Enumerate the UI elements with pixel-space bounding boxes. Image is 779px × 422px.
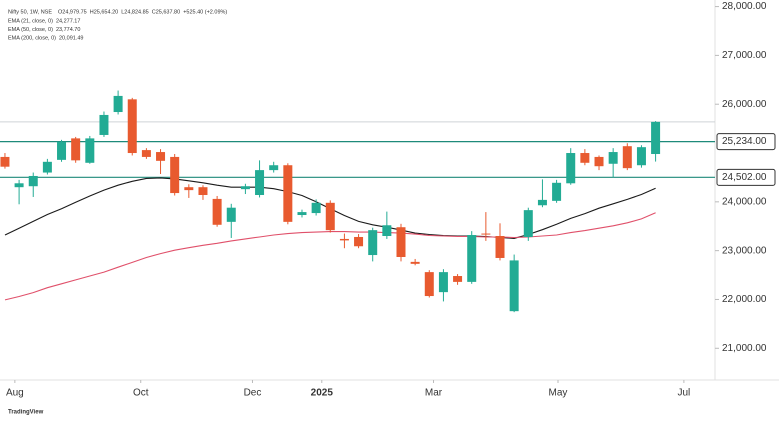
level-label: 25,234.00 xyxy=(722,136,767,147)
candle-body xyxy=(71,138,81,161)
candle-body xyxy=(28,175,38,187)
y-tick-label: 21,000.00 xyxy=(722,343,767,354)
candle-body xyxy=(594,156,604,167)
y-tick-label: 28,000.00 xyxy=(722,1,767,12)
candle-body xyxy=(42,161,52,173)
y-tick-label: 26,000.00 xyxy=(722,99,767,110)
legend-value: 20,091.49 xyxy=(59,35,83,41)
candle-body xyxy=(438,272,448,293)
level-label: 24,502.00 xyxy=(722,172,767,183)
legend-value: 24,277.17 xyxy=(56,18,80,24)
watermark: TradingView xyxy=(8,410,44,416)
candle-body xyxy=(269,165,279,171)
candle-body xyxy=(467,235,477,282)
candle-body xyxy=(240,186,250,190)
candle-body xyxy=(311,202,321,214)
legend-name: EMA (21, close, 0) xyxy=(8,18,53,24)
candle-body xyxy=(424,272,434,297)
candle-body xyxy=(255,170,265,196)
candle-body xyxy=(382,225,392,237)
level-label-box xyxy=(716,133,776,151)
y-tick-label: 22,000.00 xyxy=(722,294,767,305)
candle-body xyxy=(495,236,505,258)
candle-body xyxy=(85,138,95,163)
candle-body xyxy=(297,212,307,216)
candle-body xyxy=(339,238,349,241)
candle-body xyxy=(537,199,547,206)
x-tick-label: Aug xyxy=(6,388,24,399)
candle-body xyxy=(14,183,24,188)
candle-body xyxy=(410,261,420,264)
ohlc-label: O24,979.75 xyxy=(58,9,87,15)
candle-body xyxy=(99,114,109,135)
y-tick-label: 24,000.00 xyxy=(722,196,767,207)
candle-body xyxy=(481,233,491,235)
candle-body xyxy=(0,156,10,167)
x-tick-label: Oct xyxy=(133,388,149,399)
candle-body xyxy=(226,207,236,222)
candle-body xyxy=(368,230,378,256)
x-tick-label: Jul xyxy=(677,388,690,399)
candle-body xyxy=(566,153,576,184)
candle-body xyxy=(170,156,180,194)
candle-body xyxy=(113,95,123,113)
legend-name: EMA (200, close, 0) xyxy=(8,35,56,41)
candle-body xyxy=(141,150,151,157)
candle-body xyxy=(127,99,137,154)
candle-body xyxy=(509,260,519,312)
candle-body xyxy=(354,236,364,247)
x-tick-label: May xyxy=(549,388,568,399)
ohlc-label: L24,824.85 xyxy=(121,9,149,15)
level-label-box xyxy=(716,168,776,186)
candle-body xyxy=(283,165,293,222)
y-tick-label: 27,000.00 xyxy=(722,50,767,61)
chart-title: Nifty 50, 1W, NSE xyxy=(8,9,52,15)
candle-body xyxy=(198,187,208,196)
x-tick-label: 2025 xyxy=(311,388,334,399)
legend-name: EMA (50, close, 0) xyxy=(8,27,53,33)
candle-body xyxy=(453,276,463,282)
candle-body xyxy=(156,152,166,161)
candle-body xyxy=(636,147,646,166)
candle-body xyxy=(212,198,222,225)
candle-body xyxy=(396,227,406,257)
ohlc-label: H25,654.20 xyxy=(90,9,118,15)
legend-value: 23,774.70 xyxy=(56,27,80,33)
candle-body xyxy=(608,152,618,164)
candle-body xyxy=(651,121,661,155)
candle-body xyxy=(622,146,632,169)
ohlc-label: C25,637.80 xyxy=(152,9,180,15)
candle-body xyxy=(552,182,562,201)
candle-body xyxy=(580,153,590,163)
candle-body xyxy=(523,210,533,237)
x-tick-label: Mar xyxy=(425,388,443,399)
candle-body xyxy=(184,187,194,191)
y-tick-label: 23,000.00 xyxy=(722,245,767,256)
candle-body xyxy=(57,141,67,160)
x-tick-label: Dec xyxy=(244,388,262,399)
ohlc-label: +525.40 (+2.09%) xyxy=(183,9,227,15)
candle-body xyxy=(325,202,335,231)
